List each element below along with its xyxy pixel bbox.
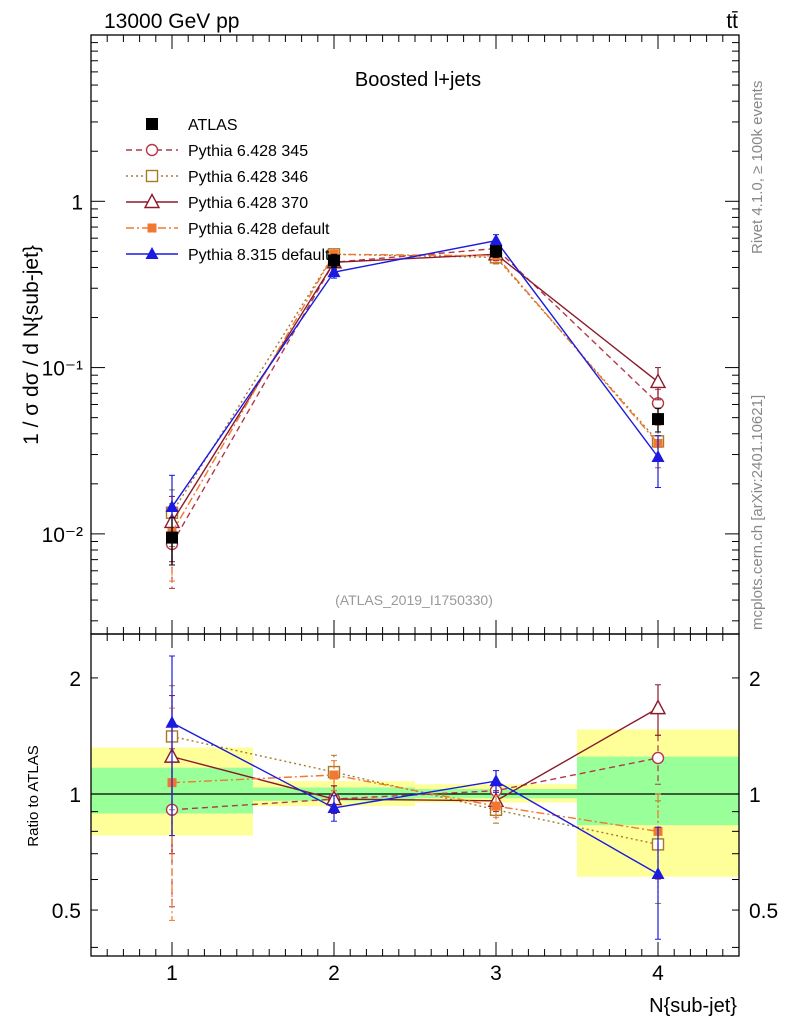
legend-marker [145,169,159,183]
data-point [491,801,501,811]
data-point [489,774,503,787]
ratio-series-group [163,655,667,940]
x-tick-label: 4 [652,962,664,985]
y-tick-label: 1 [69,784,81,807]
ratio-y-axis-label: Ratio to ATLAS [25,745,42,846]
data-point [490,245,502,258]
data-point [649,699,667,715]
y-tick-label: 10⁻¹ [42,358,83,381]
legend-marker [143,193,161,209]
series-pythia-6-428-370 [163,245,667,563]
series-line [171,707,659,802]
process-label: tt̄ [726,10,738,33]
legend-label: Pythia 6.428 346 [188,169,308,186]
series-pythia-8-315-default [165,655,665,940]
data-point [329,770,339,780]
legend-label: ATLAS [188,117,238,134]
y-tick-label: 10⁻² [42,524,83,547]
series-pythia-6-428-345 [165,242,665,589]
legend-marker [146,118,158,130]
legend-label: Pythia 6.428 345 [188,143,308,160]
uncertainty-bands [91,729,739,877]
data-point [652,413,664,426]
legend-marker [147,223,157,233]
legend-item: Pythia 6.428 345 [126,143,308,160]
legend-marker [145,247,159,259]
x-axis-label: N{sub-jet} [649,995,737,1017]
main-series-group [163,233,667,589]
data-point [327,265,341,278]
legend: ATLAS Pythia 6.428 345 Pythia 6.428 346 Pyt… [126,117,330,264]
main-plot-panel: 10⁻² 10⁻¹ 1 Boosted l+jets (ATLAS_2019_I17… [20,34,740,635]
ratio-plot-panel: 0.5 0.5 1 1 2 2 1 2 3 4 Ratio to ATLAS N{sub-jet} [25,633,778,1017]
data-point [489,233,503,246]
data-point [651,751,665,765]
legend-label: Pythia 8.315 default [188,247,330,264]
series-atlas [166,245,664,566]
main-y-axis-label: 1 / σ dσ / d N{sub-jet} [20,245,43,445]
series-line [171,247,659,545]
data-point [327,800,341,813]
legend-item: ATLAS [146,117,238,134]
data-point [165,715,179,728]
x-tick-label: 1 [166,962,178,985]
series-line [171,253,659,523]
series-pythia-8-315-default [165,233,665,566]
series-line [171,253,659,533]
data-point [165,500,179,513]
series-line [171,722,659,875]
y-tick-label-right: 1 [749,784,761,807]
y-tick-label: 1 [71,191,83,214]
ratio-axes: 0.5 0.5 1 1 2 2 1 2 3 4 [52,633,778,985]
series-pythia-6-428-default [167,248,663,582]
data-point [651,867,665,880]
y-tick-label-right: 0.5 [749,900,778,923]
y-tick-label: 2 [69,668,81,691]
x-tick-label: 2 [328,962,340,985]
energy-label: 13000 GeV pp [104,10,239,33]
data-point [166,531,178,544]
series-line [171,774,659,833]
series-line [171,239,659,508]
y-tick-label: 0.5 [52,900,81,923]
data-point [649,372,667,389]
legend-item: Pythia 8.315 default [126,247,330,264]
legend-item: Pythia 6.428 346 [126,169,308,186]
rivet-version-label: Rivet 4.1.0, ≥ 100k events [749,81,766,254]
source-label: mcplots.cern.ch [arXiv:2401.10621] [749,395,766,630]
data-point [328,254,340,267]
analysis-watermark: (ATLAS_2019_I1750330) [335,592,493,608]
plot-title: Boosted l+jets [355,69,481,91]
legend-item: Pythia 6.428 370 [126,193,308,212]
y-tick-label-right: 2 [749,668,761,691]
legend-item: Pythia 6.428 default [126,221,330,238]
data-point [651,449,665,462]
legend-label: Pythia 6.428 default [188,221,330,238]
series-pythia-6-428-346 [165,248,665,547]
legend-label: Pythia 6.428 370 [188,195,308,212]
series-line [171,253,659,514]
x-tick-label: 3 [490,962,502,985]
legend-marker [145,143,159,157]
